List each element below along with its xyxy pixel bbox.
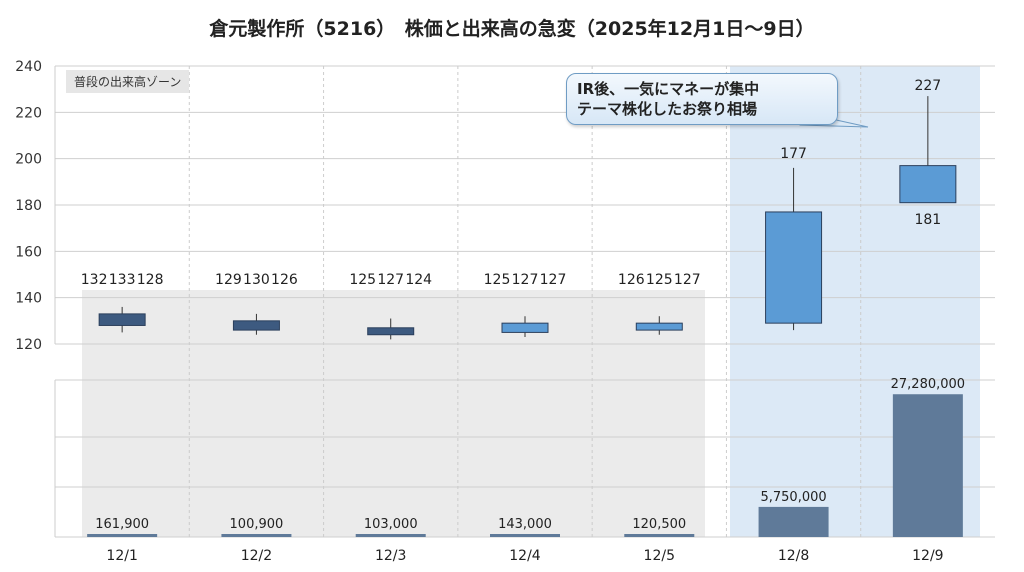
candle-label: 125 <box>484 272 511 288</box>
x-tick-label: 12/3 <box>375 548 406 564</box>
candle-label: 127 <box>512 272 539 288</box>
candle-label: 127 <box>674 272 701 288</box>
price-tick-label: 200 <box>15 152 42 168</box>
candle-body <box>635 322 683 331</box>
volume-label: 5,750,000 <box>760 490 826 505</box>
candle-label: 129 <box>215 272 242 288</box>
x-tick-label: 12/2 <box>241 548 272 564</box>
price-tick-label: 240 <box>15 59 42 75</box>
chart-title: 倉元製作所（5216） 株価と出来高の急変（2025年12月1日〜9日） <box>209 18 815 40</box>
x-tick-label: 12/4 <box>509 548 541 564</box>
candle-label: 130 <box>243 272 270 288</box>
volume-bar <box>758 506 829 537</box>
volume-label: 103,000 <box>364 517 418 532</box>
price-tick-label: 220 <box>15 105 42 121</box>
candle-body <box>765 211 823 324</box>
price-tick-label: 180 <box>15 198 42 214</box>
volume-bar <box>355 534 426 537</box>
callout: IR後、一気にマネーが集中 テーマ株化したお祭り相場 <box>566 73 838 125</box>
volume-bar <box>490 534 560 537</box>
candle-label: 124 <box>405 272 432 288</box>
price-tick-label: 140 <box>15 291 42 307</box>
candle-label: 132 <box>81 272 108 288</box>
volume-label: 161,900 <box>95 517 149 532</box>
candle-body <box>367 327 415 336</box>
x-tick-label: 12/8 <box>778 548 809 564</box>
normal-zone-label: 普段の出来高ゾーン <box>66 70 190 93</box>
candle-label: 177 <box>780 146 807 162</box>
price-tick-label: 160 <box>15 244 42 260</box>
volume-bar <box>892 394 963 537</box>
x-tick-label: 12/5 <box>644 548 675 564</box>
candle-label: 127 <box>540 272 567 288</box>
candle-label: 128 <box>137 272 164 288</box>
candle-body <box>98 313 146 326</box>
x-tick-label: 12/1 <box>106 548 137 564</box>
callout-line1: IR後、一気にマネーが集中 <box>577 80 760 98</box>
candle-label: 127 <box>377 272 404 288</box>
candle-body <box>899 165 957 204</box>
candle-label: 126 <box>618 272 645 288</box>
candle-label: 181 <box>914 212 941 228</box>
price-tick-label: 120 <box>15 337 42 353</box>
candle-label: 125 <box>646 272 673 288</box>
candle-body <box>501 322 549 333</box>
x-tick-label: 12/9 <box>912 548 943 564</box>
candle-label: 227 <box>914 78 941 94</box>
volume-bar <box>87 534 158 537</box>
volume-bar <box>624 534 695 537</box>
volume-label: 143,000 <box>498 517 552 532</box>
candle-label: 133 <box>109 272 136 288</box>
candle-label: 125 <box>349 272 376 288</box>
callout-line2: テーマ株化したお祭り相場 <box>577 100 758 118</box>
volume-label: 120,500 <box>632 517 686 532</box>
volume-label: 100,900 <box>230 517 284 532</box>
volume-bar <box>221 534 292 537</box>
normal-volume-zone <box>82 290 705 537</box>
candle-label: 126 <box>271 272 298 288</box>
candle-body <box>232 320 280 331</box>
volume-label: 27,280,000 <box>891 377 965 392</box>
